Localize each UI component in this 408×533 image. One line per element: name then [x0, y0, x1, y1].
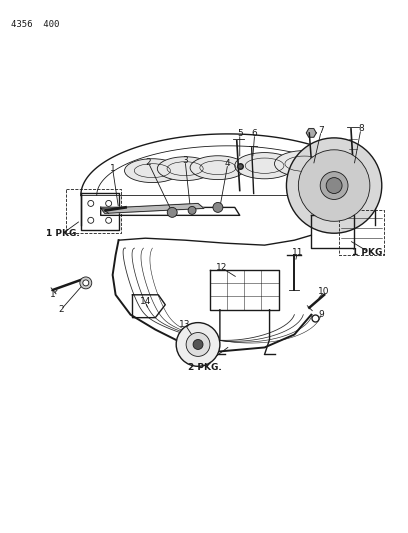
Text: 6: 6 [252, 130, 257, 139]
Circle shape [326, 177, 342, 193]
Ellipse shape [235, 152, 295, 179]
Ellipse shape [124, 159, 180, 183]
Text: 14: 14 [140, 297, 151, 306]
Text: 1 PKG.: 1 PKG. [46, 229, 80, 238]
Circle shape [193, 340, 203, 350]
Text: 4356  400: 4356 400 [11, 20, 60, 29]
Text: 7: 7 [318, 126, 324, 135]
Text: 5: 5 [237, 130, 243, 139]
Text: 2: 2 [146, 158, 151, 167]
Text: 12: 12 [216, 263, 228, 272]
Text: 3: 3 [182, 156, 188, 165]
Circle shape [80, 277, 92, 289]
Text: 9: 9 [318, 310, 324, 319]
Text: 1: 1 [110, 164, 115, 173]
Circle shape [167, 207, 177, 217]
Circle shape [88, 200, 94, 206]
Text: 2 PKG.: 2 PKG. [188, 363, 222, 372]
Circle shape [186, 333, 210, 357]
Text: 1: 1 [50, 290, 56, 300]
Circle shape [213, 203, 223, 212]
Ellipse shape [157, 157, 213, 181]
Text: 10: 10 [318, 287, 330, 296]
Circle shape [106, 217, 112, 223]
Ellipse shape [275, 151, 334, 177]
Text: 11: 11 [292, 248, 303, 256]
Polygon shape [101, 204, 204, 213]
Circle shape [83, 280, 89, 286]
Circle shape [88, 217, 94, 223]
Ellipse shape [190, 156, 246, 180]
Text: 8: 8 [358, 124, 364, 133]
Circle shape [320, 172, 348, 199]
Circle shape [298, 150, 370, 221]
Text: 2: 2 [58, 305, 64, 314]
Circle shape [188, 206, 196, 214]
Text: 1 PKG.: 1 PKG. [352, 248, 386, 256]
Circle shape [106, 200, 112, 206]
Circle shape [176, 322, 220, 366]
Text: 4: 4 [225, 159, 231, 168]
Circle shape [286, 138, 382, 233]
Text: 13: 13 [180, 320, 191, 329]
Polygon shape [306, 128, 316, 137]
